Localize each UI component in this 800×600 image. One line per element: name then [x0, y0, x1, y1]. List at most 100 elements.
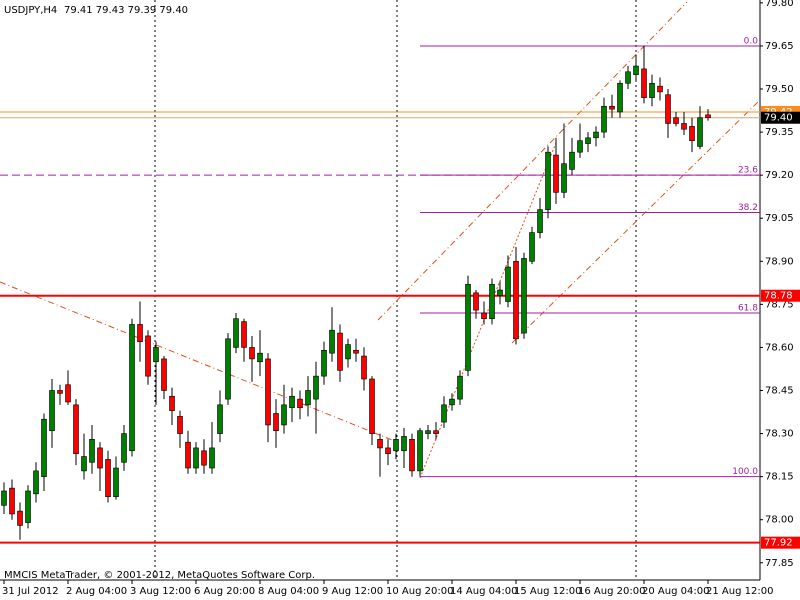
bear-candle: [297, 398, 303, 409]
bull-candle: [305, 390, 311, 406]
bear-candle: [169, 395, 175, 411]
y-tick-label: 78.30: [765, 429, 794, 440]
bear-candle: [337, 332, 343, 371]
bear-candle: [553, 154, 559, 193]
bull-candle: [569, 151, 575, 170]
bull-candle: [33, 470, 39, 495]
level-label: 78.78: [764, 291, 793, 302]
bear-candle: [241, 321, 247, 348]
symbol: USDJPY,H4: [4, 5, 57, 16]
x-tick-label: 14 Aug 04:00: [450, 586, 517, 597]
bull-candle: [329, 329, 335, 354]
bull-candle: [49, 390, 55, 431]
bull-candle: [217, 404, 223, 434]
bull-candle: [457, 375, 463, 400]
bull-candle: [537, 209, 543, 233]
bear-candle: [137, 324, 143, 342]
bull-candle: [697, 117, 703, 147]
bull-candle: [593, 131, 599, 139]
bear-candle: [657, 85, 663, 93]
fibo-label: 23.6: [738, 166, 758, 176]
y-tick-label: 78.45: [765, 385, 794, 396]
bull-candle: [601, 105, 607, 133]
x-tick-label: 20 Aug 04:00: [642, 586, 709, 597]
x-tick-label: 6 Aug 20:00: [194, 586, 255, 597]
bear-candle: [673, 117, 679, 124]
bull-candle: [417, 430, 423, 472]
bull-candle: [625, 71, 631, 84]
bull-candle: [345, 344, 351, 360]
bull-candle: [289, 395, 295, 409]
bull-candle: [89, 439, 95, 463]
bull-candle: [1, 490, 7, 506]
x-tick-label: 8 Aug 04:00: [258, 586, 319, 597]
bull-candle: [545, 151, 551, 210]
fibo-label: 0.0: [744, 36, 759, 46]
bull-candle: [153, 347, 159, 363]
x-tick-label: 9 Aug 12:00: [322, 586, 383, 597]
level-tag: [761, 536, 800, 549]
bull-candle: [633, 65, 639, 75]
bear-candle: [369, 378, 375, 434]
bull-candle: [521, 258, 527, 334]
bear-candle: [185, 441, 191, 469]
y-tick-label: 79.65: [765, 41, 794, 52]
bull-candle: [425, 430, 431, 434]
y-tick-label: 79.05: [765, 213, 794, 224]
bear-candle: [273, 413, 279, 431]
bear-candle: [361, 355, 367, 380]
x-tick-label: 31 Jul 2012: [2, 586, 59, 597]
bear-candle: [481, 312, 487, 320]
bull-candle: [209, 447, 215, 469]
bear-candle: [377, 439, 383, 449]
y-tick-label: 77.85: [765, 558, 794, 569]
bull-candle: [465, 283, 471, 371]
bull-candle: [281, 404, 287, 426]
y-tick-label: 78.90: [765, 256, 794, 267]
bear-candle: [385, 447, 391, 454]
bull-candle: [649, 82, 655, 98]
bear-candle: [705, 114, 711, 119]
bear-candle: [513, 260, 519, 340]
bull-candle: [313, 375, 319, 400]
bear-candle: [249, 347, 255, 360]
bull-candle: [441, 404, 447, 423]
y-tick-label: 79.35: [765, 127, 794, 138]
y-tick-label: 78.75: [765, 299, 794, 310]
x-tick-label: 2 Aug 04:00: [66, 586, 127, 597]
x-tick-label: 3 Aug 12:00: [130, 586, 191, 597]
y-tick-label: 79.80: [765, 0, 794, 9]
level-tag: [761, 289, 800, 302]
bull-candle: [561, 163, 567, 193]
x-tick-label: 16 Aug 20:00: [578, 586, 645, 597]
bear-candle: [201, 450, 207, 466]
bear-candle: [105, 459, 111, 498]
bear-candle: [353, 349, 359, 354]
x-tick-label: 21 Aug 12:00: [706, 586, 773, 597]
bear-candle: [689, 126, 695, 141]
y-tick-label: 78.60: [765, 342, 794, 353]
bull-candle: [113, 467, 119, 498]
fibo-label: 38.2: [738, 203, 758, 213]
level-label: 79.40: [764, 113, 793, 124]
trend-line: [0, 281, 393, 441]
y-tick-label: 78.15: [765, 472, 794, 483]
bear-candle: [665, 94, 671, 124]
ohlc-info: 79.41 79.43 79.39 79.40: [64, 5, 188, 16]
bear-candle: [97, 447, 103, 469]
bull-candle: [393, 439, 399, 452]
bear-candle: [609, 105, 615, 110]
bear-candle: [409, 439, 415, 472]
bear-candle: [161, 358, 167, 391]
fibo-label: 100.0: [732, 467, 758, 477]
bull-candle: [81, 456, 87, 472]
y-tick-label: 79.20: [765, 170, 794, 181]
bull-candle: [321, 349, 327, 377]
bear-candle: [17, 510, 23, 526]
bear-candle: [265, 358, 271, 426]
bear-candle: [433, 430, 439, 434]
bull-candle: [193, 447, 199, 469]
bull-candle: [257, 352, 263, 363]
bull-candle: [449, 398, 455, 406]
